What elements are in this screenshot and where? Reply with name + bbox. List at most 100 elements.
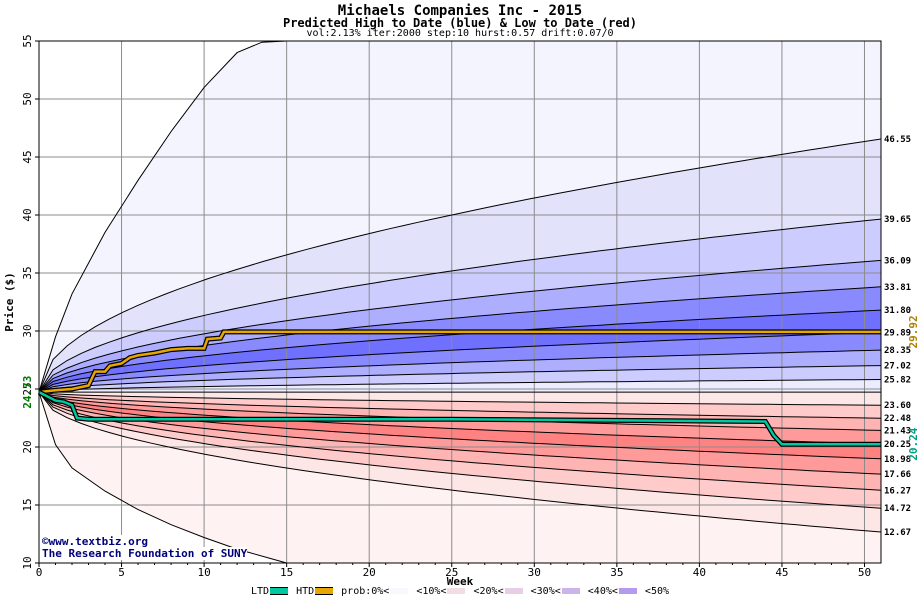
low-band-8	[39, 392, 881, 532]
band-end-label: 27.02	[884, 362, 911, 372]
y-tick-label: 30	[21, 324, 34, 337]
y-tick-label: 35	[21, 266, 34, 279]
y-tick-label: 25	[21, 382, 34, 395]
band-boundary	[38, 138, 882, 393]
y-tick-label: 15	[21, 498, 34, 511]
legend-p20-label: <20%<	[473, 586, 504, 597]
x-tick-label: 20	[363, 566, 376, 579]
htd-series-line	[38, 330, 881, 394]
x-tick-label: 50	[858, 566, 871, 579]
band-end-label: 22.48	[884, 414, 911, 424]
band-boundary	[38, 259, 882, 393]
band-end-labels: 25.82 27.02 28.35 29.89 31.80 33.81 36.09 39.65…	[884, 135, 920, 538]
x-tick-label: 5	[118, 566, 125, 579]
band-end-label: 46.55	[884, 135, 911, 145]
band-end-label: 31.80	[884, 306, 911, 316]
low-band-7	[39, 392, 881, 509]
low-band-4	[39, 392, 881, 459]
band-end-label: 28.35	[884, 346, 911, 356]
ltd-series-line	[38, 390, 881, 446]
low-band-6	[39, 392, 881, 491]
legend-htd-label: HTD	[296, 586, 315, 597]
legend-p10-swatch	[447, 588, 466, 594]
band-boundary	[38, 379, 882, 393]
y-tick-label: 55	[21, 34, 34, 47]
outer-low-curve	[38, 391, 287, 564]
low-band-0	[39, 392, 881, 406]
legend-p50-label: <50%	[644, 586, 670, 597]
band-boundary	[38, 391, 882, 445]
legend-p10-label: <10%<	[416, 586, 447, 597]
y-tick-label: 45	[21, 150, 34, 163]
low-band-3	[39, 392, 881, 445]
plot-frame	[38, 40, 882, 564]
high-band-2	[39, 350, 881, 393]
chart-title: Michaels Companies Inc - 2015	[337, 3, 583, 19]
y-axis-label: Price ($)	[3, 272, 16, 332]
high-band-7	[39, 219, 881, 393]
x-tick-label: 45	[775, 566, 788, 579]
y-tick-label: 20	[21, 440, 34, 453]
y-tick-label: 40	[21, 208, 34, 221]
x-tick-label: 10	[197, 566, 210, 579]
band-boundary	[38, 391, 882, 533]
chart-subtitle: Predicted High to Date (blue) & Low to D…	[282, 16, 637, 30]
y-tick-label: 50	[21, 92, 34, 105]
legend-ltd-swatch	[270, 587, 289, 595]
high-band-8	[39, 139, 881, 393]
htd-end-label: 29.92	[907, 315, 920, 348]
x-axis-label: Week	[447, 575, 474, 588]
band-end-label: 21.43	[884, 426, 911, 436]
credit-url: ©www.textbiz.org	[42, 535, 148, 548]
price-series	[37, 329, 881, 447]
x-tick-label: 15	[280, 566, 293, 579]
y-tick-label: 10	[21, 556, 34, 569]
high-band-5	[39, 286, 881, 393]
band-end-label: 36.09	[884, 256, 911, 266]
band-boundary	[38, 391, 882, 509]
band-boundary	[38, 349, 882, 393]
band-boundary	[38, 391, 882, 406]
legend-ltd-label: LTD	[250, 586, 270, 597]
band-boundary	[38, 391, 882, 419]
probability-bands	[39, 41, 881, 563]
x-tick-label: 35	[610, 566, 623, 579]
outer-high-region	[39, 41, 881, 393]
credit-org: The Research Foundation of SUNY	[42, 547, 248, 560]
band-end-label: 14.72	[884, 504, 911, 514]
band-boundary	[38, 365, 882, 393]
band-boundary	[38, 218, 882, 393]
x-tick-label: 25	[445, 566, 458, 579]
legend-p0-swatch	[390, 588, 409, 594]
legend: LTD HTD prob:0%< <10%< <20%< <30%< <40%<…	[0, 586, 920, 597]
x-tick-label: 30	[528, 566, 541, 579]
outer-high-curve	[38, 40, 287, 393]
outer-low-region	[39, 392, 881, 563]
ltd-end-label: 20.24	[907, 427, 920, 460]
band-end-label: 18.98	[884, 455, 911, 465]
band-boundary	[38, 331, 882, 393]
high-band-6	[39, 260, 881, 393]
band-end-label: 39.65	[884, 215, 911, 225]
band-end-label: 12.67	[884, 528, 911, 538]
x-tick-label: 0	[36, 566, 43, 579]
band-end-label: 29.89	[884, 328, 911, 338]
legend-prob-label: prob:0%<	[341, 586, 390, 597]
band-boundary	[38, 391, 882, 475]
legend-p40-label: <40%<	[587, 586, 618, 597]
band-end-label: 23.60	[884, 401, 911, 411]
band-end-label: 17.66	[884, 470, 911, 480]
x-tick-label: 40	[693, 566, 706, 579]
low-band-5	[39, 392, 881, 475]
legend-p20-swatch	[504, 588, 523, 594]
band-boundary	[38, 391, 882, 491]
axes: 0 5 10 15 20 25 30 35 40 45 50 10 15 20 25 30 35 40 45 50 55…	[3, 34, 882, 588]
band-end-label: 16.27	[884, 486, 911, 496]
band-end-label: 25.82	[884, 375, 911, 385]
band-end-label: 20.25	[884, 440, 911, 450]
legend-p30-swatch	[561, 588, 580, 594]
legend-p30-label: <30%<	[530, 586, 561, 597]
legend-htd-swatch	[315, 587, 334, 595]
chart-params: vol:2.13% iter:2000 step:10 hurst:0.57 d…	[306, 28, 614, 39]
